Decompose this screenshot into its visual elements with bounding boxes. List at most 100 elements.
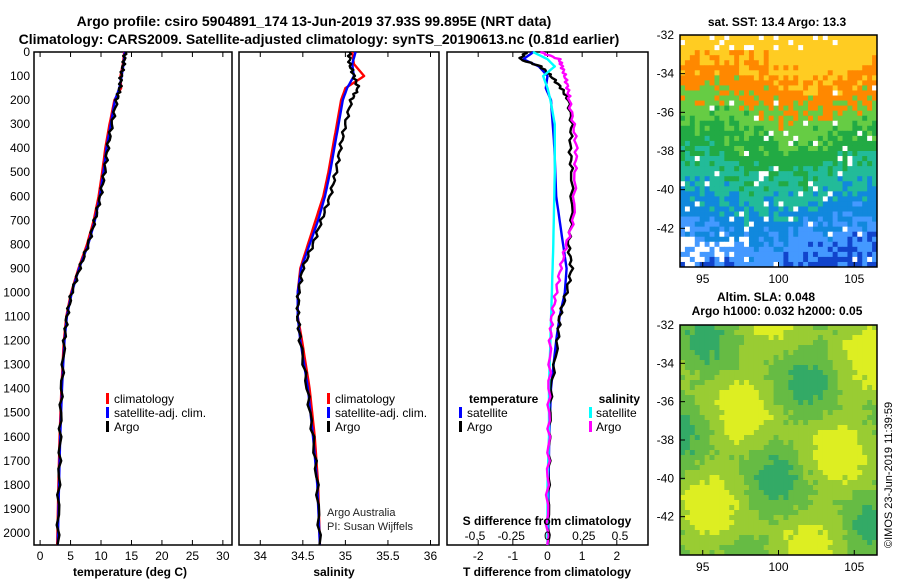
heatmap-cell (852, 425, 858, 431)
heatmap-cell (793, 520, 799, 526)
heatmap-cell (852, 161, 858, 167)
heatmap-cell (758, 380, 765, 386)
heatmap-cell (817, 330, 824, 336)
heatmap-cell (714, 50, 720, 56)
heatmap-cell (808, 256, 814, 263)
heatmap-cell (739, 430, 745, 436)
heatmap-cell (793, 191, 799, 197)
heatmap-cell (872, 380, 878, 386)
heatmap-cell (704, 430, 710, 436)
heatmap-cell (847, 40, 853, 46)
heatmap-cell (753, 405, 760, 411)
heatmap-cell (680, 390, 686, 396)
heatmap-cell (758, 201, 765, 207)
heatmap-cell (704, 256, 710, 263)
heatmap-cell (714, 465, 720, 471)
heatmap-cell (788, 115, 794, 122)
heatmap-cell (689, 455, 696, 461)
heatmap-cell (793, 35, 799, 41)
heatmap-cell (709, 231, 715, 238)
heatmap-cell (778, 550, 784, 556)
heatmap-cell (729, 355, 735, 361)
heatmap-cell (684, 365, 691, 371)
heatmap-cell (768, 440, 774, 446)
heatmap-cell (862, 450, 868, 456)
heatmap-cell (827, 350, 834, 356)
heatmap-cell (822, 201, 829, 207)
heatmap-cell (783, 50, 789, 56)
heatmap-cell (734, 440, 740, 446)
heatmap-cell (773, 256, 779, 263)
heatmap-cell (768, 135, 774, 142)
heatmap-cell (763, 535, 770, 541)
heatmap-cell (709, 465, 715, 471)
heatmap-cell (783, 465, 789, 471)
heatmap-cell (837, 380, 843, 386)
heatmap-cell (857, 425, 863, 431)
heatmap-cell (778, 520, 784, 526)
heatmap-cell (857, 256, 863, 263)
heatmap-cell (798, 110, 804, 117)
heatmap-cell (680, 550, 686, 556)
heatmap-cell (724, 191, 730, 197)
heatmap-cell (748, 151, 755, 157)
heatmap-cell (763, 151, 770, 157)
heatmap-cell (768, 520, 774, 526)
heatmap-cell (872, 221, 878, 228)
heatmap-cell (699, 196, 706, 202)
heatmap-cell (842, 100, 848, 107)
heatmap-cell (867, 370, 873, 376)
heatmap-cell (808, 395, 814, 401)
heatmap-cell (827, 196, 834, 202)
heatmap-cell (857, 370, 863, 376)
heatmap-cell (857, 75, 863, 81)
heatmap-cell (857, 540, 863, 546)
heatmap-cell (680, 166, 686, 172)
heatmap-cell (852, 171, 858, 177)
heatmap-cell (862, 515, 868, 521)
heatmap-cell (773, 166, 779, 172)
heatmap-cell (837, 115, 843, 122)
heatmap-cell (867, 345, 873, 351)
heatmap-cell (788, 445, 794, 451)
heatmap-cell (798, 151, 804, 157)
heatmap-cell (689, 395, 696, 401)
heatmap-cell (803, 540, 809, 546)
heatmap-cell (758, 340, 765, 346)
heatmap-cell (748, 60, 755, 66)
heatmap-cell (867, 246, 873, 253)
heatmap-cell (704, 345, 710, 351)
heatmap-cell (744, 151, 750, 157)
heatmap-cell (763, 415, 770, 421)
heatmap-cell (719, 70, 725, 76)
heatmap-cell (822, 415, 829, 421)
heatmap-cell (753, 226, 760, 233)
heatmap-cell (867, 510, 873, 516)
heatmap-cell (842, 80, 848, 86)
heatmap-cell (719, 375, 725, 381)
heatmap-cell (857, 151, 863, 157)
heatmap-cell (714, 330, 720, 336)
heatmap-cell (768, 410, 774, 416)
heatmap-cell (680, 191, 686, 197)
heatmap-cell (867, 435, 873, 441)
heatmap-cell (867, 330, 873, 336)
heatmap-cell (744, 221, 750, 228)
heatmap-cell (803, 100, 809, 107)
heatmap-cell (709, 216, 715, 223)
heatmap-cell (842, 216, 848, 223)
heatmap-cell (744, 400, 750, 406)
heatmap-cell (714, 485, 720, 491)
imos-watermark: ©IMOS 23-Jun-2019 11:39:59 (883, 402, 895, 548)
heatmap-cell (867, 380, 873, 386)
heatmap-cell (768, 55, 774, 61)
heatmap-cell (852, 95, 858, 101)
heatmap-cell (684, 161, 691, 167)
heatmap-cell (684, 470, 691, 476)
heatmap-cell (684, 140, 691, 147)
heatmap-cell (773, 505, 779, 511)
heatmap-cell (793, 130, 799, 137)
heatmap-cell (827, 390, 834, 396)
heatmap-cell (704, 355, 710, 361)
heatmap-cell (714, 241, 720, 248)
